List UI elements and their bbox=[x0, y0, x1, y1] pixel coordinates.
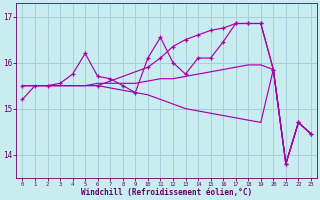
X-axis label: Windchill (Refroidissement éolien,°C): Windchill (Refroidissement éolien,°C) bbox=[81, 188, 252, 197]
